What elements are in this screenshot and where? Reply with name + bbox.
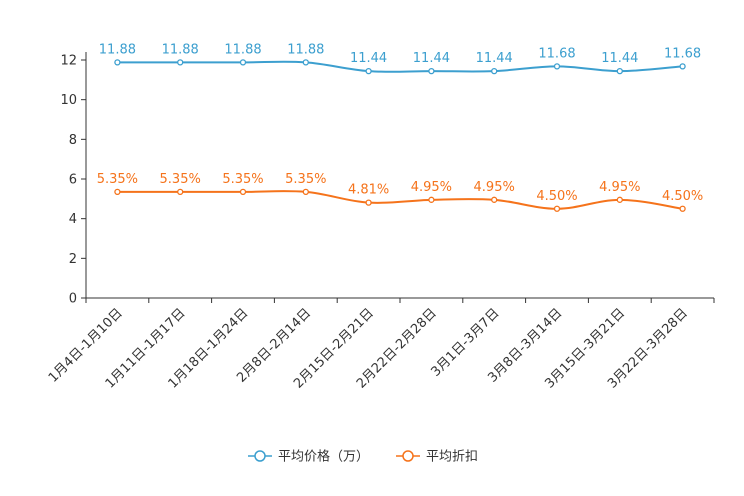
data-labels: 11.88 11.88 11.88 11.88 11.44 11.44 11.44 11.68… — [97, 42, 704, 203]
data-label: 5.35% — [285, 172, 326, 187]
data-label: 11.68 — [538, 46, 575, 61]
data-label: 5.35% — [97, 172, 138, 187]
data-point — [114, 59, 121, 66]
y-tick-label: 4 — [69, 212, 77, 227]
y-tick-label: 6 — [69, 173, 77, 188]
data-label: 11.44 — [350, 51, 387, 66]
data-label: 4.95% — [411, 180, 452, 195]
legend-marker — [402, 450, 414, 462]
legend-label: 平均折扣 — [426, 450, 478, 465]
y-tick-label: 8 — [69, 133, 77, 148]
data-label: 11.44 — [601, 51, 638, 66]
data-label: 11.44 — [413, 51, 450, 66]
data-point — [239, 188, 247, 196]
data-point — [616, 196, 623, 203]
data-label: 11.44 — [476, 51, 513, 66]
data-point — [491, 196, 498, 203]
data-label: 4.50% — [662, 189, 703, 204]
data-point — [302, 59, 309, 66]
legend[interactable]: 平均价格（万） 平均折扣 — [248, 449, 478, 465]
data-label: 5.35% — [160, 172, 201, 187]
data-label: 11.88 — [224, 42, 261, 57]
data-point — [679, 205, 686, 212]
y-tick-label: 2 — [69, 252, 77, 267]
y-tick-label: 0 — [69, 292, 77, 307]
y-tick-label: 12 — [60, 54, 77, 69]
data-label: 11.88 — [99, 42, 136, 57]
data-point — [365, 199, 372, 206]
data-point — [491, 67, 498, 75]
data-point — [239, 59, 247, 66]
data-label: 11.88 — [162, 42, 199, 57]
legend-item-0[interactable]: 平均价格（万） — [248, 449, 369, 465]
data-point — [365, 67, 372, 75]
data-label: 4.95% — [599, 180, 640, 195]
data-point — [114, 188, 121, 196]
data-label: 5.35% — [222, 172, 263, 187]
data-point — [616, 67, 623, 75]
data-label: 4.95% — [474, 180, 515, 195]
data-label: 11.88 — [287, 42, 324, 57]
data-label: 11.68 — [664, 46, 701, 61]
data-point — [177, 59, 184, 66]
data-point — [428, 196, 435, 203]
data-point — [553, 63, 561, 70]
legend-marker — [254, 450, 266, 462]
axes: 0 2 4 6 8 10 12 — [60, 52, 715, 307]
x-axis-labels: 1月4日-1月10日1月11日-1月17日1月18日-1月24日2月8日-2月1… — [46, 306, 691, 392]
series-lines — [114, 59, 686, 212]
data-point — [553, 205, 561, 212]
data-point — [679, 63, 686, 70]
legend-item-1[interactable]: 平均折扣 — [396, 450, 478, 465]
data-point — [177, 188, 184, 196]
data-label: 4.81% — [348, 183, 389, 198]
data-point — [428, 67, 435, 75]
data-label: 4.50% — [536, 189, 577, 204]
legend-label: 平均价格（万） — [278, 449, 369, 465]
series-line-1 — [117, 190, 683, 210]
series-line-0 — [117, 60, 683, 73]
y-tick-label: 10 — [60, 93, 77, 108]
data-point — [302, 188, 309, 196]
